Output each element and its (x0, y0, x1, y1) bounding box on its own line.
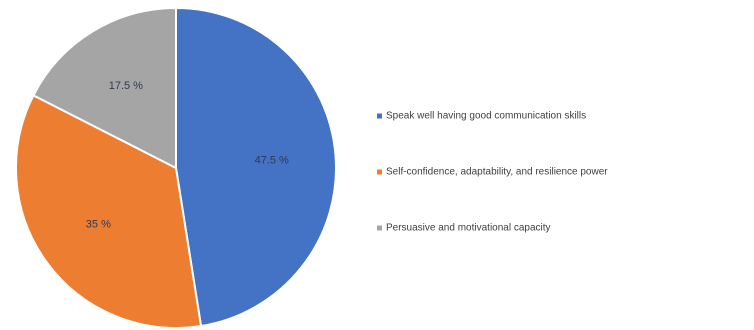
data-label-1: 47.5 % (255, 154, 289, 166)
legend-label-3: Persuasive and motivational capacity (386, 223, 551, 234)
data-label-3: 17.5 % (109, 80, 143, 92)
pie-slice-1 (175, 6, 337, 328)
legend: Speak well having good communication ski… (377, 111, 608, 234)
data-label-2: 35 % (86, 218, 111, 230)
legend-marker-3 (377, 225, 382, 231)
pie-slice-2 (15, 94, 203, 329)
pie-slices (15, 6, 337, 329)
legend-label-2: Self-confidence, adaptability, and resil… (386, 167, 608, 178)
legend-marker-1 (377, 113, 382, 119)
legend-marker-2 (377, 169, 382, 175)
legend-label-1: Speak well having good communication ski… (386, 111, 586, 122)
pie-slice-3 (32, 6, 177, 170)
pie-slice-labels: 47.5 % 35 % 17.5 % (86, 80, 289, 230)
